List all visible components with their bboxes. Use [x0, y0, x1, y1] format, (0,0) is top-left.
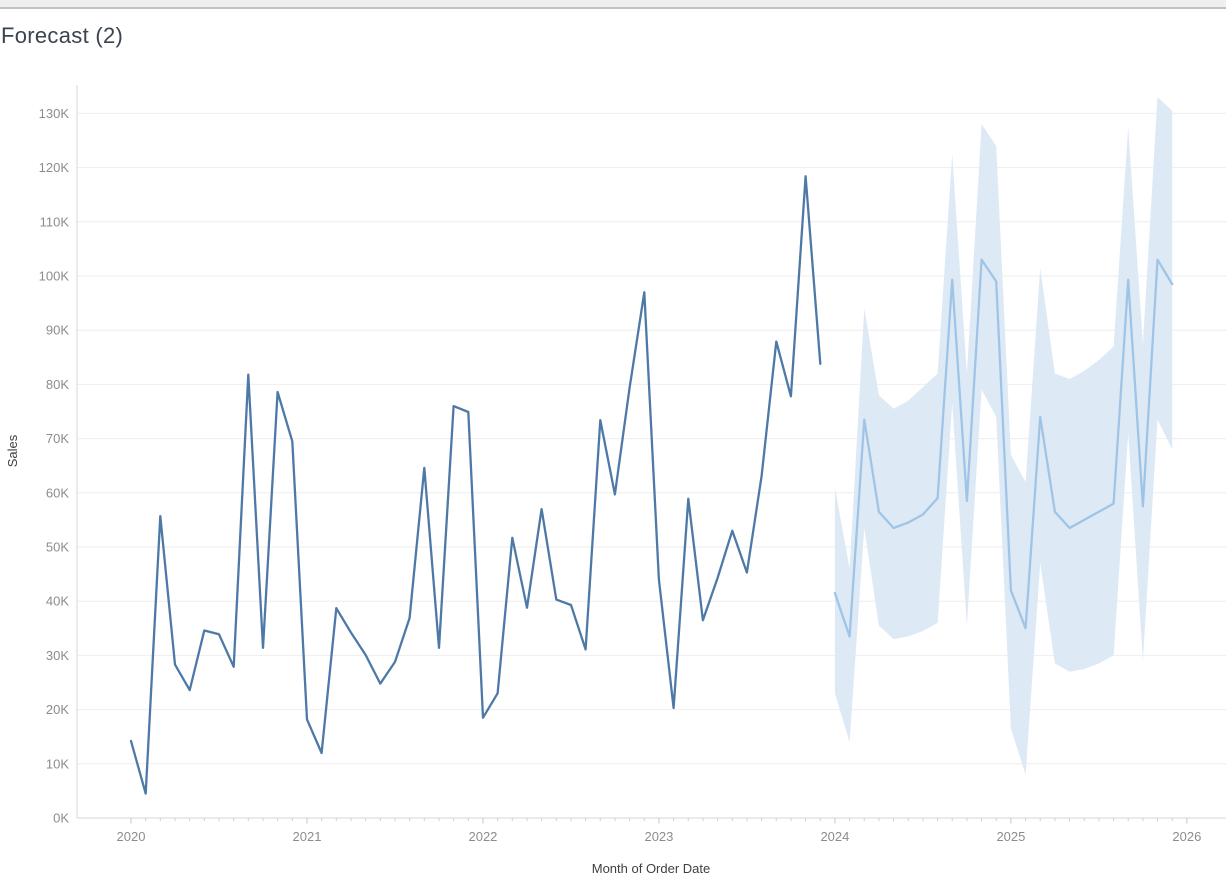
- actual-sales-line[interactable]: [129, 175, 822, 795]
- y-tick-label: 10K: [46, 756, 69, 771]
- y-tick-label: 0K: [53, 811, 69, 826]
- y-tick-label: 120K: [39, 160, 70, 175]
- year-tick-label: 2020: [117, 829, 146, 844]
- y-tick-label: 40K: [46, 594, 69, 609]
- y-axis-title: Sales: [5, 434, 20, 467]
- estimate-sales-line[interactable]: [833, 258, 1174, 638]
- year-tick-label: 2023: [644, 829, 673, 844]
- year-tick-label: 2022: [468, 829, 497, 844]
- y-tick-label: 110K: [40, 214, 70, 229]
- estimate-line-layer: [833, 258, 1174, 638]
- y-tick-label: 70K: [46, 431, 69, 446]
- y-tick-label: 50K: [46, 540, 69, 555]
- y-tick-label: 60K: [46, 485, 69, 500]
- y-tick-labels: 0K 10K 20K 30K 40K 50K 60K 70K 80K 90K 100K 110K 120…: [39, 106, 70, 826]
- window-top-edge: [0, 0, 1226, 9]
- x-tick-labels: 2020 2021 2022 2023 2024 2025 2026: [117, 829, 1202, 844]
- y-tick-label: 100K: [39, 269, 70, 284]
- x-axis-title: Month of Order Date: [592, 861, 711, 876]
- year-tick-label: 2021: [293, 829, 322, 844]
- actual-line-layer: [129, 175, 822, 795]
- y-tick-label: 30K: [46, 648, 69, 663]
- y-tick-label: 130K: [39, 106, 70, 121]
- axes: [76, 85, 1226, 819]
- y-tick-label: 20K: [46, 702, 69, 717]
- year-tick-label: 2025: [996, 829, 1025, 844]
- y-tick-label: 90K: [46, 323, 69, 338]
- year-tick-label: 2026: [1172, 829, 1201, 844]
- y-tick-label: 80K: [46, 377, 69, 392]
- year-tick-label: 2024: [820, 829, 849, 844]
- x-axis-ticks: [130, 818, 1188, 824]
- chart-title: Forecast (2): [1, 23, 124, 48]
